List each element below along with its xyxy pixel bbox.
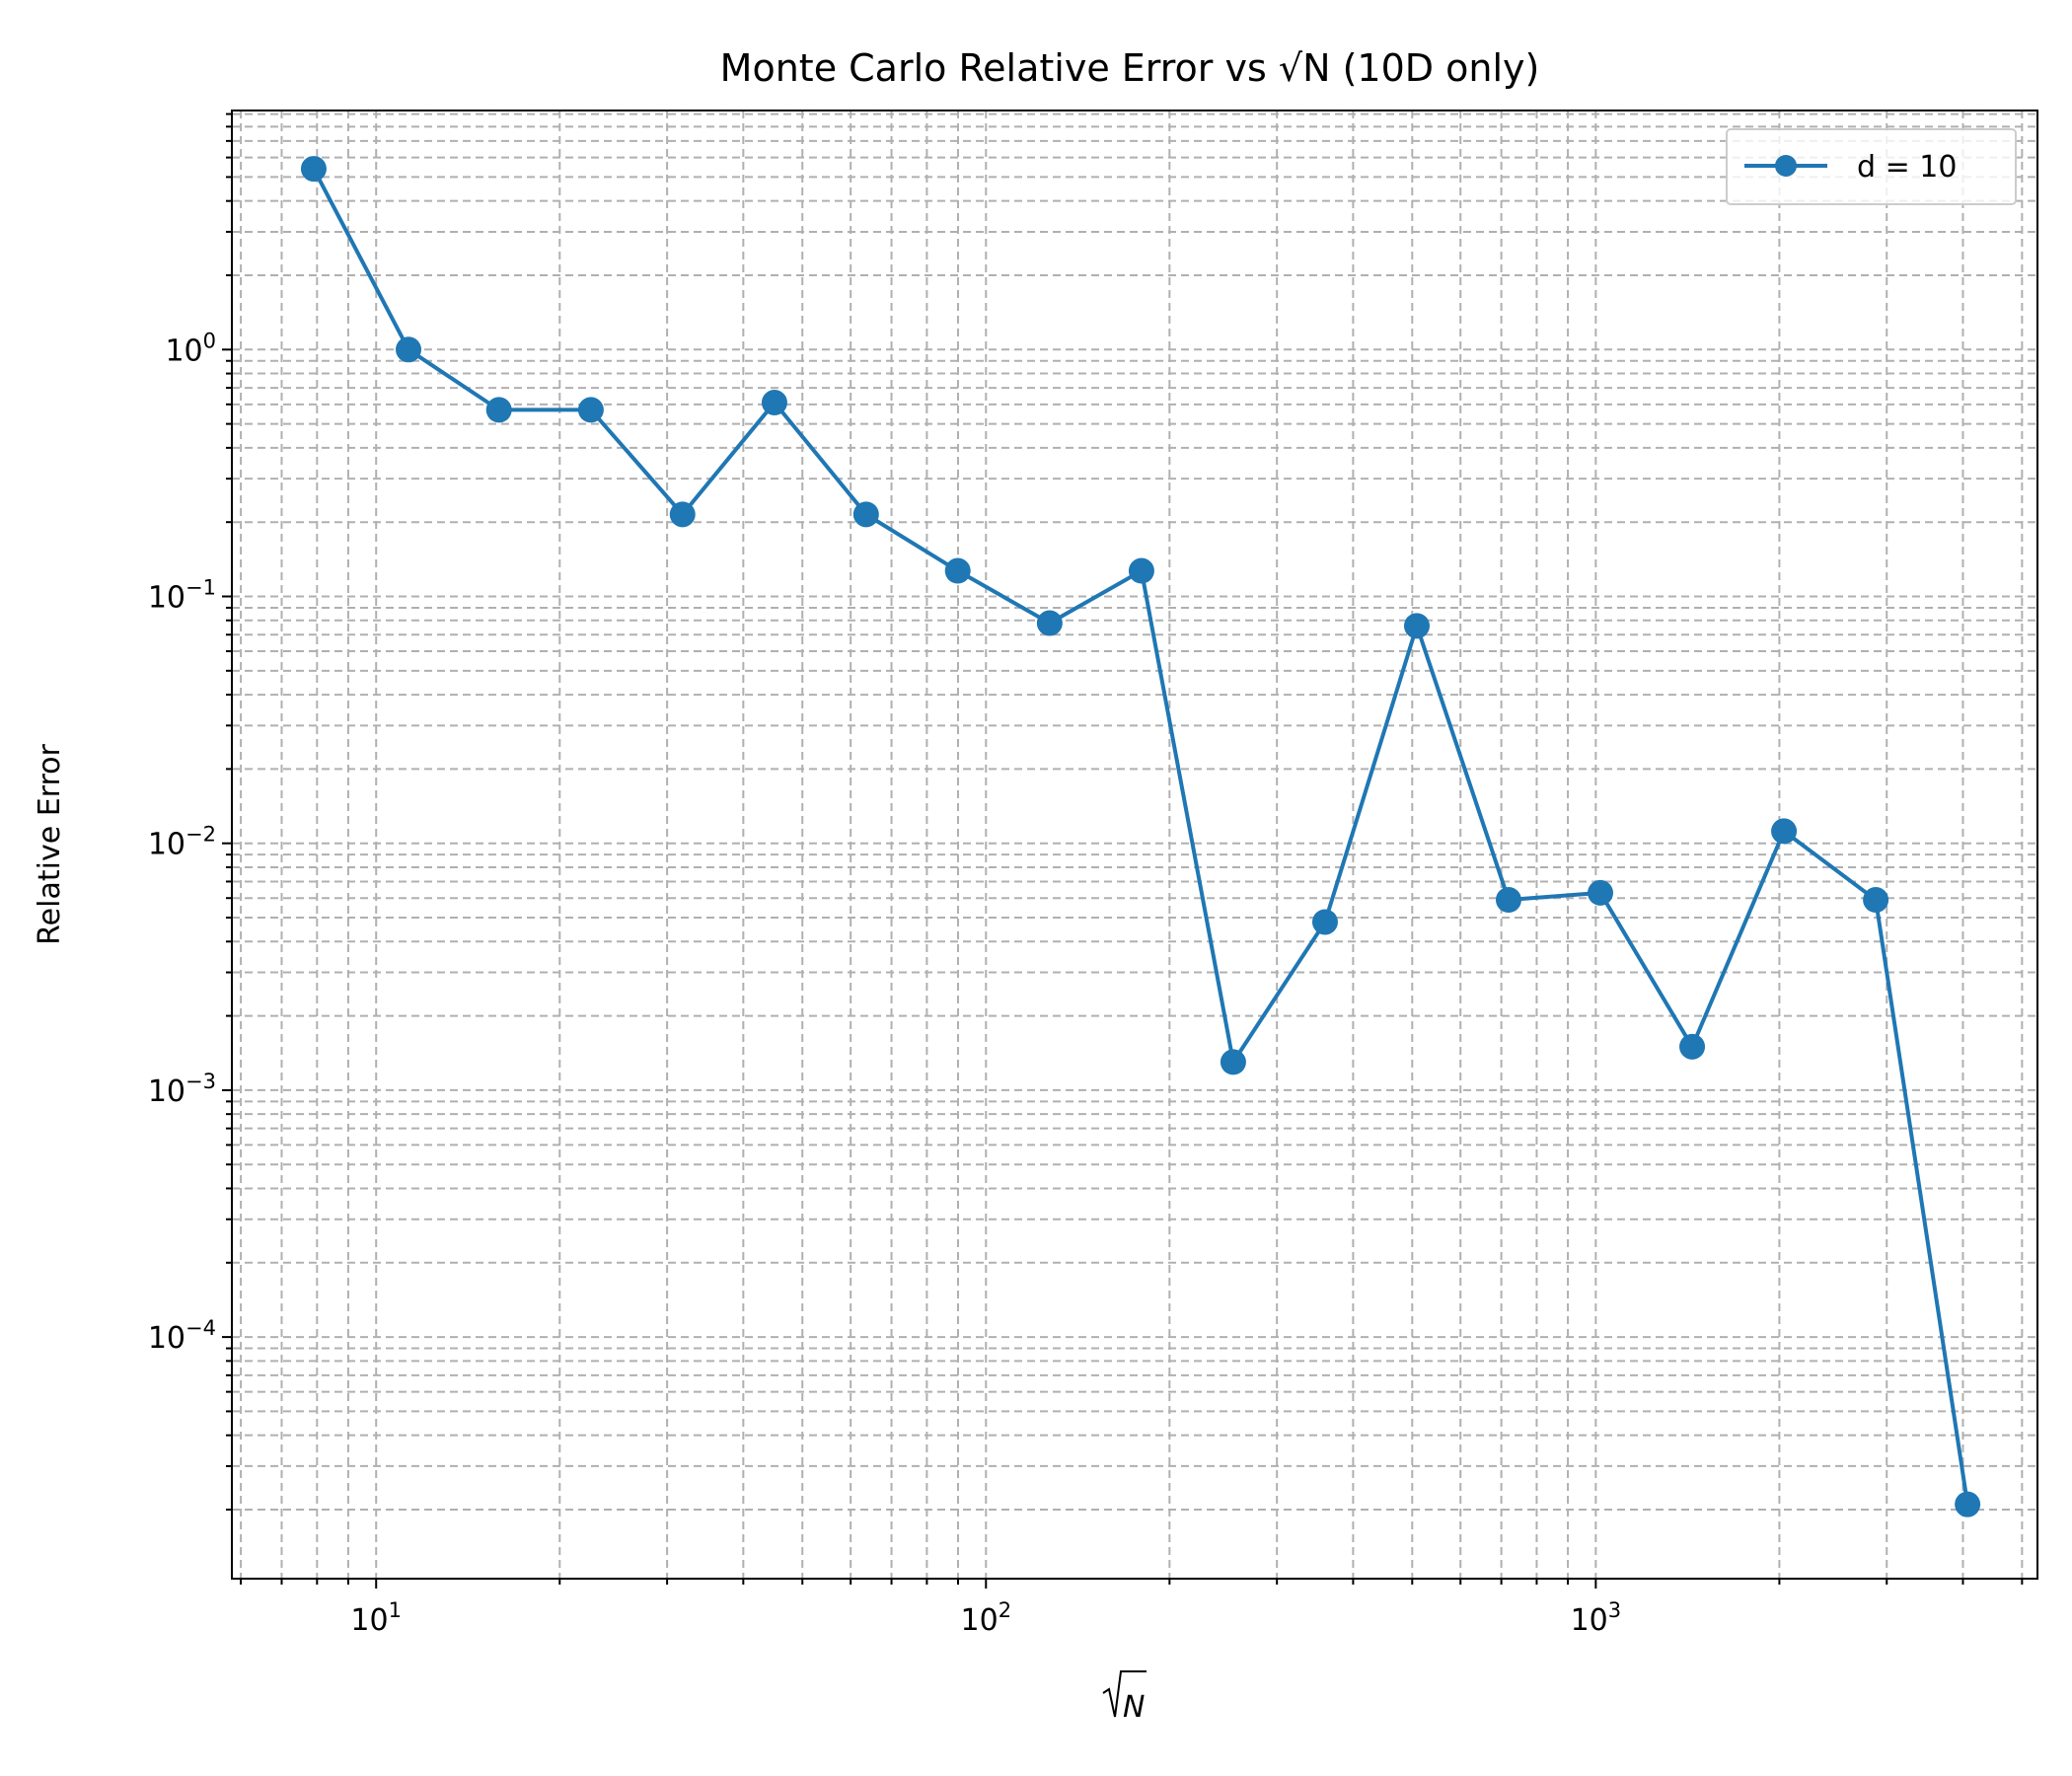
data-point [1311,909,1338,935]
data-point [577,397,604,423]
legend-label: d = 10 [1857,150,1957,185]
data-point [1771,818,1798,845]
legend-marker-sample [1775,155,1797,177]
data-point [669,501,696,528]
data-point [1403,613,1430,639]
y-tick-label: 10−3 [148,1070,216,1109]
data-point [1679,1033,1706,1060]
plot-area [300,156,1981,1517]
data-point [485,397,512,423]
grid-lines [232,111,2037,1579]
data-point [1588,879,1614,906]
data-point [300,156,327,183]
x-tick-label: 102 [961,1598,1012,1638]
data-point [852,501,879,528]
legend: d = 10 [1726,128,2017,205]
x-tick-label: 103 [1571,1598,1622,1638]
y-tick-label: 10−2 [148,823,216,862]
data-point [1863,887,1889,914]
plot-frame [231,110,2038,1580]
y-tick-label: 100 [165,329,216,368]
data-point [1955,1491,1981,1517]
data-point [761,390,787,416]
data-point [1036,610,1063,636]
y-tick-label: 10−4 [148,1316,216,1356]
data-point [396,336,422,363]
y-axis-title: Relative Error [33,744,67,945]
chart-title: Monte Carlo Relative Error vs √N (10D on… [720,46,1540,90]
x-axis-title: N [1102,1670,1147,1725]
sqrt-symbol-icon [1102,1670,1147,1718]
data-point [1128,557,1154,584]
x-axis: 101 102 103 [240,1579,2024,1638]
data-point [1495,887,1521,914]
data-point [944,557,971,584]
data-point [1220,1049,1246,1075]
y-axis: 10−4 10−3 10−2 10−1 100 [148,112,232,1511]
x-axis-title-variable: N [1123,1690,1145,1725]
x-tick-label: 101 [350,1598,402,1638]
legend-box [1726,128,2017,205]
y-tick-label: 10−1 [148,576,216,616]
